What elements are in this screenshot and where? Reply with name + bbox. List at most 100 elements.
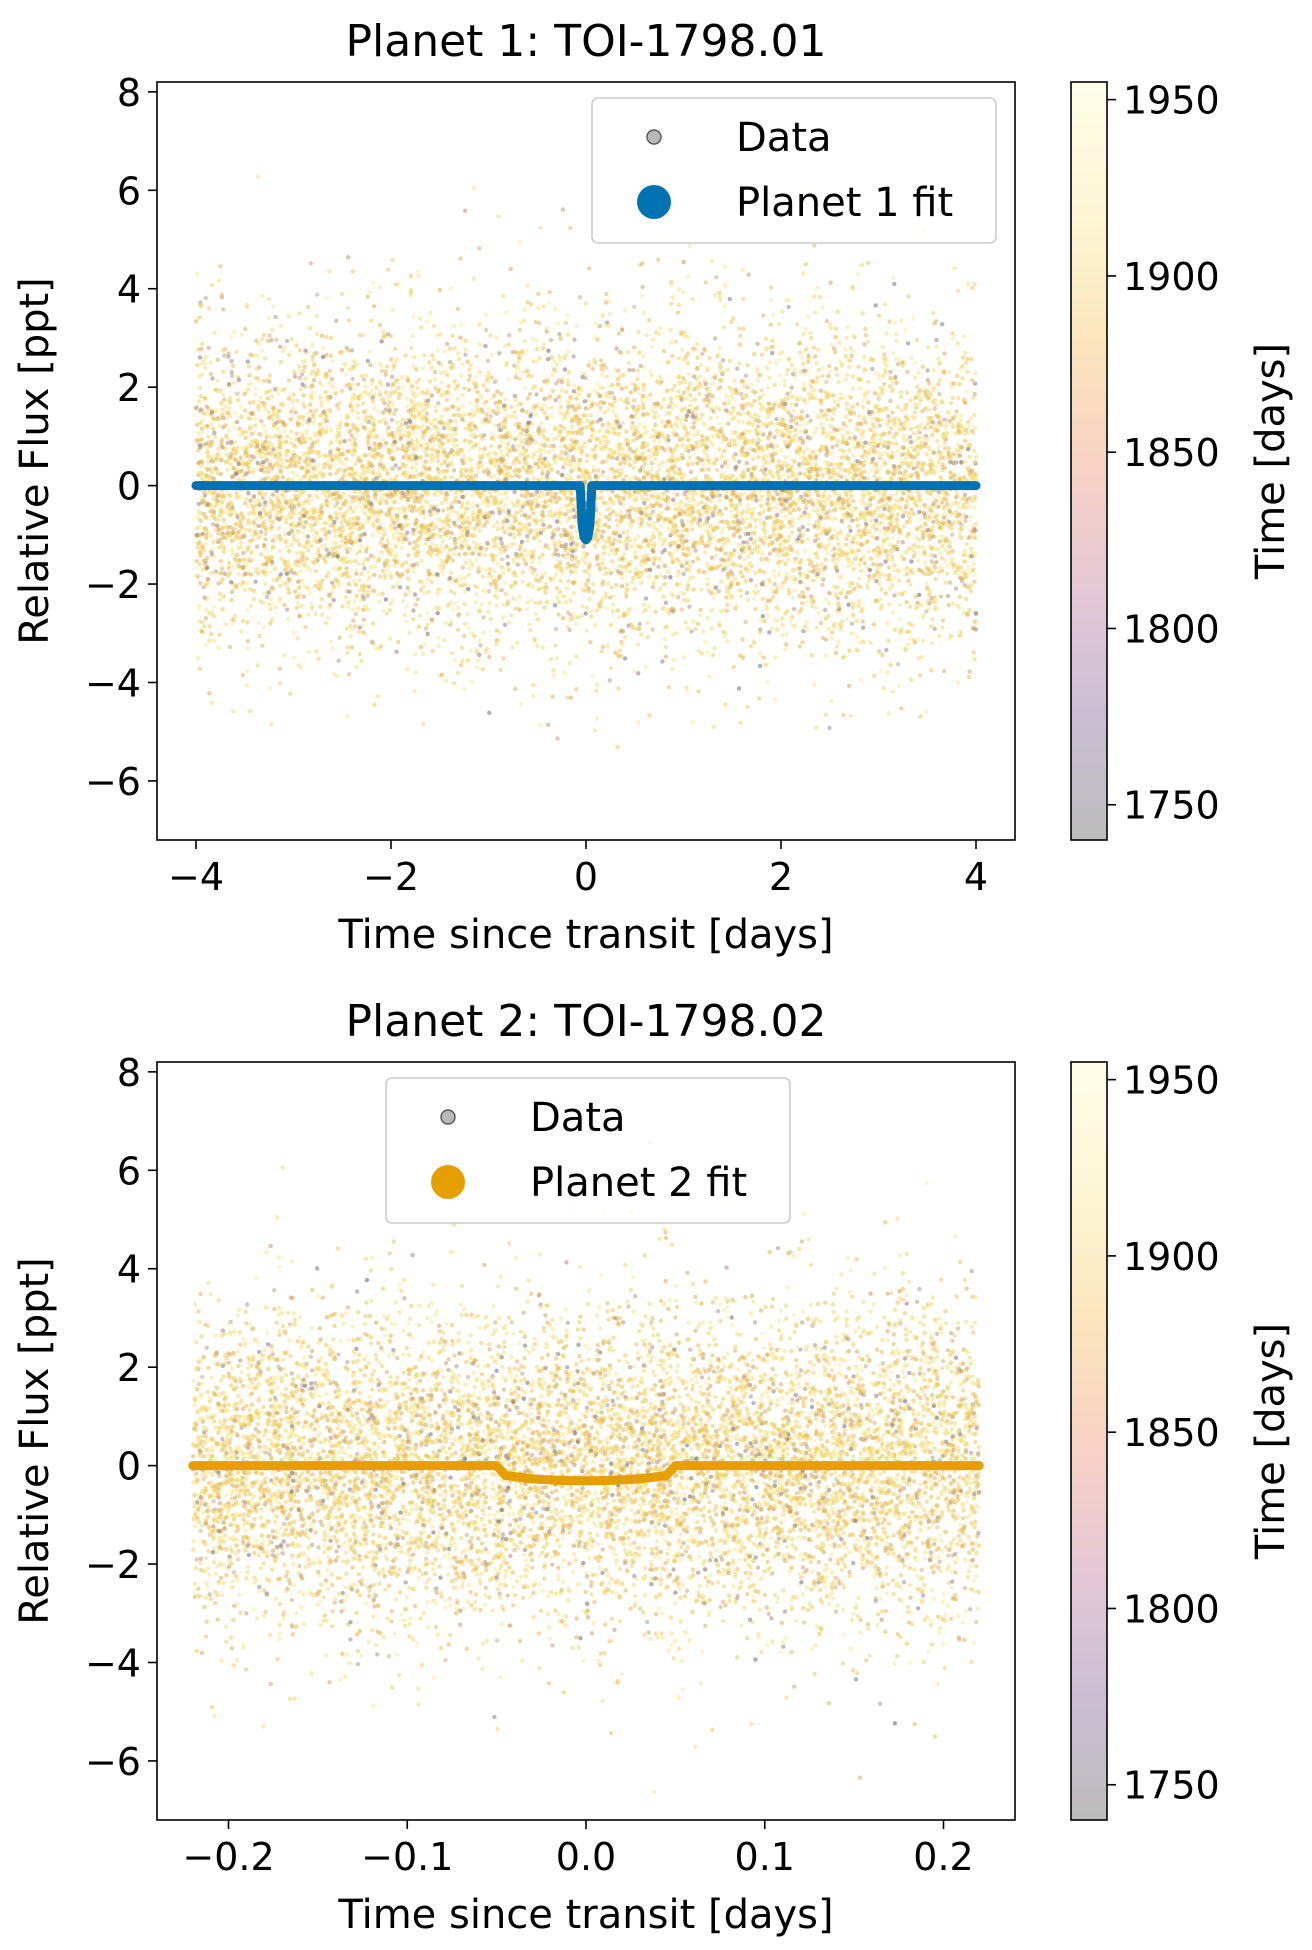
data-point bbox=[855, 402, 860, 407]
data-point bbox=[259, 293, 265, 299]
data-point bbox=[972, 448, 977, 454]
data-point bbox=[938, 594, 944, 599]
data-point bbox=[420, 390, 425, 395]
data-point bbox=[355, 362, 360, 367]
data-point bbox=[263, 531, 268, 536]
data-point bbox=[647, 516, 653, 521]
data-point bbox=[502, 580, 508, 585]
data-point bbox=[785, 367, 791, 372]
data-point bbox=[394, 420, 399, 425]
data-point bbox=[867, 574, 872, 579]
data-point bbox=[531, 476, 537, 481]
data-point bbox=[263, 547, 268, 552]
data-point bbox=[460, 403, 465, 409]
data-point bbox=[776, 458, 781, 464]
data-point bbox=[829, 699, 834, 704]
data-point bbox=[400, 599, 406, 604]
data-point bbox=[823, 557, 828, 562]
data-point bbox=[835, 536, 840, 541]
data-point bbox=[863, 333, 869, 338]
data-point bbox=[332, 504, 338, 509]
data-point bbox=[203, 365, 208, 371]
data-point bbox=[839, 455, 845, 460]
data-point bbox=[480, 574, 486, 579]
data-point bbox=[870, 366, 875, 372]
data-point bbox=[418, 587, 424, 592]
data-point bbox=[817, 294, 823, 300]
data-point bbox=[409, 345, 414, 351]
data-point bbox=[813, 354, 818, 359]
data-point bbox=[592, 728, 597, 733]
data-point bbox=[518, 239, 523, 244]
data-point bbox=[218, 558, 224, 564]
data-point bbox=[320, 612, 325, 617]
data-point bbox=[651, 520, 656, 526]
data-point bbox=[629, 519, 634, 525]
data-point bbox=[201, 410, 206, 415]
data-point bbox=[849, 511, 855, 516]
data-point bbox=[207, 624, 212, 629]
data-point bbox=[855, 523, 860, 528]
data-point bbox=[641, 405, 646, 411]
data-point bbox=[632, 304, 637, 309]
data-point bbox=[886, 711, 891, 716]
data-point bbox=[949, 384, 954, 390]
data-point bbox=[367, 349, 372, 354]
data-point bbox=[550, 694, 555, 699]
data-point bbox=[383, 597, 389, 602]
data-point bbox=[621, 552, 626, 557]
data-point bbox=[690, 461, 695, 466]
data-point bbox=[356, 416, 361, 421]
data-point bbox=[911, 511, 916, 516]
data-point bbox=[572, 556, 578, 561]
data-point bbox=[407, 541, 412, 546]
data-point bbox=[770, 454, 775, 459]
data-point bbox=[572, 383, 577, 389]
data-point bbox=[231, 380, 237, 385]
data-point bbox=[709, 259, 715, 264]
data-point bbox=[232, 509, 237, 515]
data-point bbox=[255, 174, 261, 179]
data-point bbox=[450, 509, 456, 514]
data-point bbox=[593, 321, 599, 327]
data-point bbox=[234, 349, 239, 355]
data-point bbox=[963, 360, 968, 366]
data-point bbox=[351, 578, 357, 584]
data-point bbox=[436, 432, 441, 437]
data-point bbox=[607, 311, 613, 317]
data-point bbox=[660, 419, 665, 424]
data-point bbox=[771, 531, 776, 537]
data-point bbox=[483, 312, 488, 317]
data-point bbox=[477, 608, 482, 613]
data-point bbox=[680, 347, 685, 353]
data-point bbox=[892, 563, 897, 568]
data-point bbox=[292, 370, 297, 375]
data-point bbox=[541, 493, 547, 499]
data-point bbox=[246, 491, 251, 496]
data-point bbox=[558, 405, 563, 411]
data-point bbox=[604, 374, 610, 379]
data-point bbox=[252, 423, 258, 428]
data-point bbox=[719, 530, 725, 535]
data-point bbox=[225, 468, 230, 473]
data-point bbox=[484, 412, 489, 417]
data-point bbox=[452, 551, 457, 557]
data-point bbox=[599, 649, 604, 654]
data-point bbox=[462, 386, 467, 391]
data-point bbox=[500, 602, 506, 607]
data-point bbox=[533, 600, 538, 606]
data-point bbox=[496, 423, 501, 428]
data-point bbox=[407, 589, 412, 594]
data-point bbox=[794, 402, 799, 407]
data-point bbox=[809, 653, 814, 658]
data-point bbox=[740, 637, 745, 642]
data-point bbox=[757, 511, 762, 516]
data-point bbox=[354, 505, 359, 510]
data-point bbox=[824, 379, 829, 385]
data-point bbox=[882, 352, 887, 357]
data-point bbox=[812, 294, 817, 299]
data-point bbox=[624, 542, 629, 547]
data-point bbox=[942, 446, 947, 451]
data-point bbox=[766, 386, 771, 391]
data-point bbox=[314, 313, 319, 319]
